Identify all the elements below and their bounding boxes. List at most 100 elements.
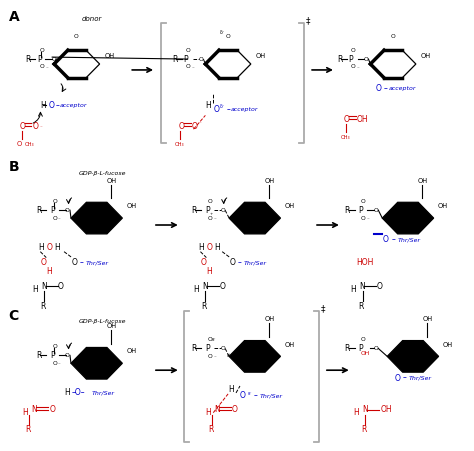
Text: O: O bbox=[40, 258, 46, 267]
Text: OH: OH bbox=[126, 203, 137, 209]
Text: Thr/Ser: Thr/Ser bbox=[409, 376, 432, 381]
Text: OH: OH bbox=[438, 203, 448, 209]
Text: O: O bbox=[207, 216, 212, 221]
Text: OH: OH bbox=[418, 178, 428, 184]
Text: O: O bbox=[32, 122, 38, 131]
Text: OH: OH bbox=[284, 203, 294, 209]
Text: P: P bbox=[358, 206, 363, 215]
Polygon shape bbox=[382, 202, 434, 234]
Text: O: O bbox=[376, 282, 382, 291]
Text: Thr/Ser: Thr/Ser bbox=[92, 391, 115, 396]
Text: N: N bbox=[202, 282, 208, 291]
Text: O: O bbox=[52, 344, 57, 349]
Text: –: – bbox=[80, 258, 84, 267]
Text: O: O bbox=[39, 48, 44, 53]
Text: ⁻: ⁻ bbox=[213, 356, 216, 361]
Text: O: O bbox=[199, 56, 203, 62]
Text: N: N bbox=[214, 405, 220, 414]
Polygon shape bbox=[387, 341, 438, 372]
Text: O: O bbox=[19, 122, 26, 131]
Text: ⁻: ⁻ bbox=[58, 217, 61, 222]
Text: O: O bbox=[351, 64, 356, 69]
Text: δ⁻: δ⁻ bbox=[248, 392, 252, 396]
Text: O: O bbox=[361, 216, 365, 221]
Text: –: – bbox=[383, 84, 387, 93]
Text: OH: OH bbox=[264, 178, 275, 184]
Text: O: O bbox=[375, 84, 381, 93]
Text: O: O bbox=[179, 122, 184, 131]
Text: GDP-β-L-fucose: GDP-β-L-fucose bbox=[79, 319, 127, 324]
Text: O: O bbox=[219, 282, 225, 291]
Polygon shape bbox=[229, 202, 281, 234]
Text: Thr/Ser: Thr/Ser bbox=[244, 260, 267, 265]
Text: O: O bbox=[49, 405, 55, 414]
Text: O: O bbox=[58, 282, 64, 291]
Text: H: H bbox=[205, 101, 211, 110]
Text: ⁻: ⁻ bbox=[199, 122, 201, 127]
Text: R: R bbox=[40, 303, 46, 312]
Text: O: O bbox=[39, 64, 44, 69]
Text: O: O bbox=[52, 361, 57, 366]
Text: O: O bbox=[344, 115, 350, 124]
Text: O: O bbox=[91, 186, 95, 191]
Text: P: P bbox=[37, 55, 42, 64]
Text: O: O bbox=[395, 373, 401, 382]
Text: O: O bbox=[225, 34, 230, 39]
Text: H: H bbox=[38, 243, 44, 252]
Text: ⁻: ⁻ bbox=[366, 217, 369, 222]
Text: N: N bbox=[31, 405, 37, 414]
Text: ⁻: ⁻ bbox=[58, 363, 61, 368]
Text: OH: OH bbox=[380, 405, 392, 414]
Text: H: H bbox=[54, 243, 60, 252]
Text: O: O bbox=[361, 199, 365, 204]
Text: OH: OH bbox=[284, 341, 294, 348]
Text: B: B bbox=[9, 160, 19, 174]
Text: OH: OH bbox=[361, 351, 370, 356]
Text: R: R bbox=[345, 206, 350, 215]
Text: –: – bbox=[55, 101, 59, 110]
Text: R: R bbox=[172, 55, 177, 64]
Text: C: C bbox=[9, 309, 19, 323]
Text: ⁻: ⁻ bbox=[46, 66, 48, 71]
Text: δ⁻: δ⁻ bbox=[220, 104, 226, 109]
Text: R: R bbox=[191, 206, 197, 215]
Text: O: O bbox=[402, 186, 407, 191]
Text: O: O bbox=[220, 346, 225, 351]
Text: P: P bbox=[358, 344, 363, 353]
Text: OH: OH bbox=[126, 349, 137, 354]
Text: –: – bbox=[403, 373, 407, 382]
Text: –: – bbox=[226, 105, 230, 114]
Text: O: O bbox=[249, 324, 254, 329]
Text: H: H bbox=[193, 285, 199, 294]
Text: Thr/Ser: Thr/Ser bbox=[398, 237, 421, 242]
Text: ‡: ‡ bbox=[321, 304, 326, 313]
Text: O: O bbox=[390, 34, 395, 39]
Text: O: O bbox=[52, 216, 57, 221]
Text: N: N bbox=[41, 282, 47, 291]
Polygon shape bbox=[71, 202, 122, 234]
Text: O: O bbox=[407, 324, 412, 329]
Text: ⁻: ⁻ bbox=[191, 66, 194, 71]
Text: δ⁻: δ⁻ bbox=[220, 30, 226, 35]
Text: –: – bbox=[391, 235, 395, 244]
Text: O: O bbox=[191, 122, 197, 131]
Text: H: H bbox=[64, 388, 70, 397]
Text: OH: OH bbox=[443, 341, 453, 348]
Text: OH: OH bbox=[107, 323, 117, 329]
Text: R: R bbox=[36, 206, 42, 215]
Text: O: O bbox=[52, 199, 57, 204]
Text: O: O bbox=[186, 48, 191, 53]
Text: Thr/Ser: Thr/Ser bbox=[260, 393, 283, 398]
Text: O: O bbox=[364, 56, 368, 62]
Text: O: O bbox=[374, 208, 378, 213]
Text: acceptor: acceptor bbox=[389, 86, 417, 91]
Text: ⁻: ⁻ bbox=[356, 66, 359, 71]
Text: OH: OH bbox=[421, 53, 431, 59]
Text: H: H bbox=[354, 408, 359, 417]
Text: ⁻: ⁻ bbox=[39, 126, 42, 131]
Text: +: + bbox=[210, 212, 212, 216]
Text: H: H bbox=[228, 386, 234, 395]
Text: Thr/Ser: Thr/Ser bbox=[86, 260, 109, 265]
Text: –: – bbox=[238, 258, 242, 267]
Text: OH: OH bbox=[107, 178, 117, 184]
